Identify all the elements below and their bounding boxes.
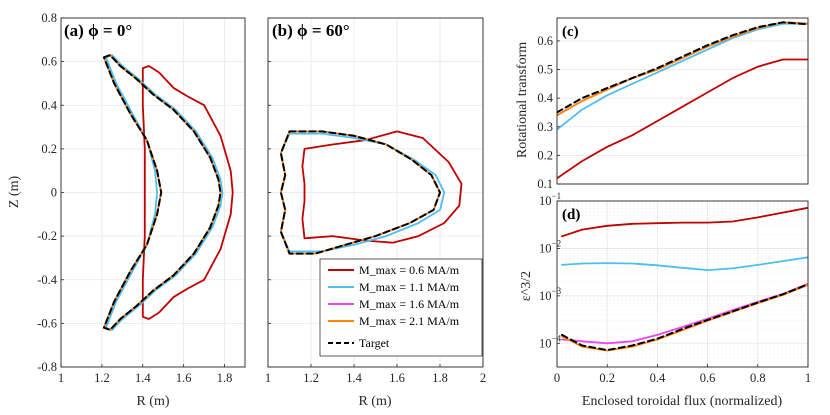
panel-a-xlabel: R (m) bbox=[136, 394, 169, 409]
y-tick-label: 0.5 bbox=[537, 63, 553, 77]
x-tick-label: 1.4 bbox=[135, 371, 151, 385]
x-tick-label: 0.6 bbox=[700, 371, 716, 385]
x-tick-label: 1.4 bbox=[346, 371, 362, 385]
x-tick-label: 1.6 bbox=[389, 371, 405, 385]
y-tick-label: 0.4 bbox=[41, 98, 57, 112]
series-line-target bbox=[102, 54, 222, 331]
panel-c-frame bbox=[556, 17, 809, 185]
legend-entry: M_max = 1.6 MA/m bbox=[328, 297, 460, 311]
panel-d-title: (d) bbox=[562, 207, 580, 223]
series-line-m06 bbox=[141, 65, 234, 320]
panel-d-xlabel: Enclosed toroidal flux (normalized) bbox=[582, 394, 783, 409]
legend: M_max = 0.6 MA/m M_max = 1.1 MA/m M_max … bbox=[319, 258, 483, 357]
panel-c-ylabel: Rotational transform bbox=[515, 42, 530, 158]
x-tick-label: 1.8 bbox=[432, 371, 448, 385]
panel-b-xlabel: R (m) bbox=[358, 394, 391, 409]
x-tick-label: 0.4 bbox=[650, 371, 666, 385]
series-line-m11 bbox=[105, 54, 224, 331]
series-line-m11 bbox=[557, 22, 808, 131]
legend-box bbox=[319, 258, 483, 357]
panel-c: 0.1 0.2 0.3 0.4 0.5 0.6 (c) Rotational transf… bbox=[515, 17, 809, 191]
panel-c-title: (c) bbox=[562, 24, 579, 40]
series-line-m11 bbox=[561, 256, 808, 272]
y-tick-label: 0.8 bbox=[41, 11, 57, 25]
legend-label-target: Target bbox=[359, 336, 390, 350]
panel-a-title: (a) ϕ = 0° bbox=[64, 21, 132, 40]
x-tick-label: 1.8 bbox=[217, 371, 233, 385]
y-tick-label: 0.2 bbox=[41, 142, 57, 156]
y-tick-label: -0.8 bbox=[37, 360, 57, 374]
x-tick-label: 1 bbox=[265, 371, 271, 385]
y-tick-label: -0.4 bbox=[37, 273, 58, 287]
panel-b-frame bbox=[267, 17, 484, 368]
y-tick-label: 0.4 bbox=[537, 91, 553, 105]
series-line-target bbox=[557, 21, 808, 114]
y-tick-label: 0 bbox=[51, 186, 57, 200]
panel-d-frame bbox=[556, 200, 809, 368]
y-tick-label: -0.2 bbox=[37, 229, 57, 243]
panel-a: 1 1.2 1.4 1.6 1.8 -0.8 -0.6 -0.4 -0.2 0 0.2 0.4 0.6 0… bbox=[7, 11, 246, 409]
series-line-m06 bbox=[561, 206, 808, 238]
series-line-m06 bbox=[557, 58, 808, 180]
x-tick-label: 2 bbox=[480, 371, 486, 385]
series-line-target bbox=[279, 130, 441, 255]
series-line-m21 bbox=[557, 21, 808, 117]
panel-d: 0 0.2 0.4 0.6 0.8 110−410−310−210−1 (d) Enclo… bbox=[519, 191, 811, 409]
legend-entry: M_max = 1.1 MA/m bbox=[328, 280, 460, 294]
series-line-target bbox=[561, 283, 808, 352]
legend-entry: Target bbox=[328, 336, 390, 350]
panel-b: 1 1.2 1.4 1.6 1.8 2 (b) ϕ = 60° R (m) M_max =… bbox=[265, 17, 486, 409]
series-line-m06 bbox=[301, 130, 463, 244]
y-tick-label: 0.2 bbox=[537, 148, 553, 162]
x-tick-label: 0.2 bbox=[599, 371, 615, 385]
y-tick-label: 0.1 bbox=[537, 177, 553, 191]
x-tick-label: 1 bbox=[58, 371, 64, 385]
y-tick-label: 0.6 bbox=[41, 55, 57, 69]
legend-entry: M_max = 2.1 MA/m bbox=[328, 314, 460, 328]
y-tick-label: -0.6 bbox=[37, 316, 57, 330]
legend-label-m06: M_max = 0.6 MA/m bbox=[359, 263, 460, 277]
y-tick-label: 0.3 bbox=[537, 120, 553, 134]
legend-entry: M_max = 0.6 MA/m bbox=[328, 263, 460, 277]
panel-b-title: (b) ϕ = 60° bbox=[272, 21, 350, 40]
x-tick-label: 0 bbox=[554, 371, 560, 385]
panel-d-ylabel: ε^3/2 bbox=[519, 271, 534, 301]
x-tick-label: 1.6 bbox=[176, 371, 192, 385]
y-tick-label: 0.6 bbox=[537, 34, 553, 48]
x-tick-label: 1.2 bbox=[94, 371, 110, 385]
x-tick-label: 0.8 bbox=[750, 371, 766, 385]
legend-label-m16: M_max = 1.6 MA/m bbox=[359, 297, 460, 311]
x-tick-label: 1 bbox=[805, 371, 811, 385]
panel-a-frame bbox=[60, 17, 246, 368]
x-tick-label: 1.2 bbox=[303, 371, 319, 385]
legend-label-m11: M_max = 1.1 MA/m bbox=[359, 280, 460, 294]
legend-label-m21: M_max = 2.1 MA/m bbox=[359, 314, 460, 328]
panel-a-ylabel: Z (m) bbox=[7, 176, 22, 209]
